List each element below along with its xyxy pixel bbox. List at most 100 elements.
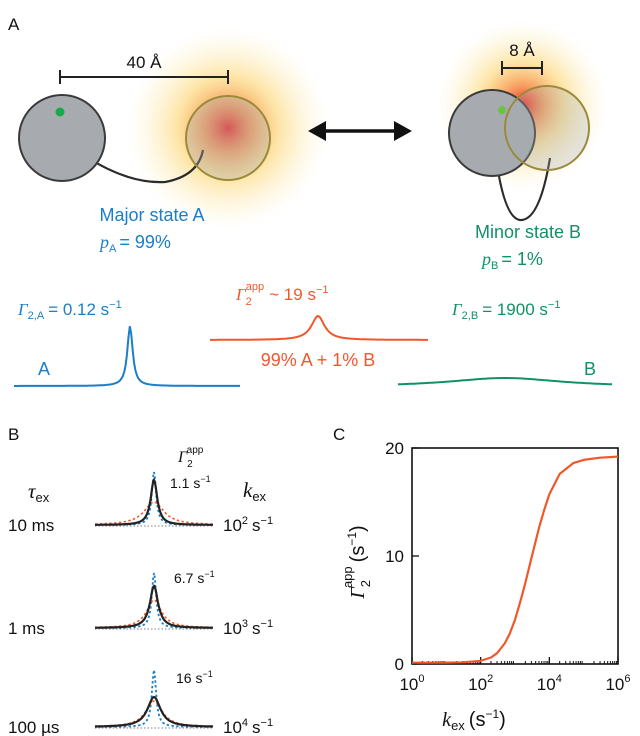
- row-kex-exponent: 3: [242, 618, 248, 630]
- row-kex-exponent: 4: [242, 717, 248, 729]
- chart-x-tick-base: 10: [605, 675, 624, 694]
- gamma-app-label: Γ2 app ~ 19 s−1: [235, 281, 329, 308]
- row-tau-label: 10 ms: [8, 516, 54, 535]
- row-spectrum-fast-limit: [94, 599, 214, 629]
- gamma-app-symbol: Γ: [235, 285, 247, 304]
- row-kex-unit-exponent: −1: [261, 717, 274, 729]
- state-b-pop-subscript: B: [491, 260, 498, 272]
- row-kex-label: 103 s−1: [223, 618, 273, 638]
- chart-y-label-subscript: 2: [358, 580, 373, 587]
- chart-x-tick-exponent: 0: [418, 673, 424, 685]
- gamma-a-symbol: Γ: [17, 300, 29, 319]
- row-gamma-exponent: −1: [200, 474, 210, 484]
- state-b-pop-symbol: p: [480, 249, 491, 269]
- row-kex-unit-exponent: −1: [261, 515, 274, 527]
- gamma-header-superscript: app: [187, 445, 204, 456]
- chart-x-label-unit: (s: [469, 709, 486, 731]
- chart-x-label-exponent: −1: [485, 707, 499, 721]
- chart-x-label-symbol: k: [442, 709, 452, 731]
- state-b-title: Minor state B: [475, 222, 581, 242]
- state-a-pop-symbol: p: [98, 232, 109, 252]
- chart-y-tick-label: 0: [395, 655, 404, 674]
- row-spectrum-observed: [95, 584, 213, 629]
- spectrum-state-a: [14, 326, 240, 387]
- gamma-b-value: = 1900 s: [482, 300, 548, 319]
- peak-b-label: B: [584, 359, 596, 379]
- row-kex-label: 104 s−1: [223, 717, 273, 736]
- gamma-b-label: Γ2,B = 1900 s−1: [451, 299, 560, 322]
- chart-x-label: kex (s−1): [442, 707, 506, 733]
- tau-subscript: ex: [36, 490, 50, 505]
- gamma-a-exponent: −1: [109, 299, 122, 311]
- row-gamma-number: 16 s: [176, 670, 202, 686]
- gamma-a-value: = 0.12 s: [48, 300, 109, 319]
- tau-symbol: τ: [28, 479, 37, 503]
- chart-y-label-unit: (s: [347, 546, 369, 563]
- state-a-pop-subscript: A: [109, 243, 117, 255]
- row-kex-base: 10: [223, 516, 242, 535]
- chart-y-label: Γ2app (s−1): [340, 525, 373, 599]
- row-kex-exponent: 2: [242, 515, 248, 527]
- tau-header: τex: [28, 479, 50, 505]
- row-gamma-value: 6.7 s−1: [174, 569, 215, 586]
- gamma-b-symbol: Γ: [451, 300, 463, 319]
- exchange-arrow-right-head: [394, 121, 412, 141]
- row-kex-unit: s: [252, 516, 261, 535]
- gamma-header-subscript: 2: [187, 459, 193, 470]
- panel-label-a: A: [8, 15, 20, 34]
- chart-y-tick-label: 10: [385, 547, 404, 566]
- gamma-b-exponent: −1: [548, 299, 561, 311]
- chart-x-tick-exponent: 2: [487, 673, 493, 685]
- row-gamma-value: 16 s−1: [176, 669, 213, 686]
- chart-x-tick-label: 106: [605, 673, 630, 694]
- row-gamma-exponent: −1: [202, 669, 212, 679]
- gamma-app-superscript: app: [246, 281, 264, 293]
- k-subscript: ex: [252, 489, 266, 504]
- chart-x-tick-base: 10: [468, 675, 487, 694]
- chart-series-line: [411, 455, 619, 664]
- spectrum-mixture: [210, 314, 428, 341]
- state-b-linker: [494, 157, 552, 222]
- state-a-donor-dot: [55, 107, 65, 117]
- chart-y-label-superscript: app: [340, 566, 355, 588]
- row-gamma-number: 1.1 s: [170, 475, 200, 491]
- gamma-app-exponent: −1: [316, 284, 329, 296]
- row-spectrum-fast-limit: [95, 700, 213, 728]
- gamma-header-symbol: Γ: [177, 449, 188, 466]
- chart-x-tick-base: 10: [399, 675, 418, 694]
- chart-x-tick-base: 10: [537, 675, 556, 694]
- chart-frame: [411, 447, 619, 665]
- row-spectrum-fast-limit: [95, 501, 213, 525]
- row-gamma-number: 6.7 s: [174, 570, 204, 586]
- exchange-row: 100 µs 104 s−116 s−1: [8, 669, 273, 736]
- gamma-a-label: Γ2,A = 0.12 s−1: [17, 299, 122, 322]
- gamma-b-subscript: 2,B: [462, 310, 479, 322]
- k-header: kex: [243, 478, 267, 504]
- row-gamma-exponent: −1: [204, 569, 214, 579]
- distance-label-a: 40 Å: [127, 53, 163, 72]
- chart-y-label-symbol: Γ: [347, 586, 369, 600]
- row-kex-base: 10: [223, 718, 242, 736]
- row-gamma-value: 1.1 s−1: [170, 474, 211, 491]
- row-kex-unit: s: [252, 619, 261, 638]
- row-kex-label: 102 s−1: [223, 515, 273, 535]
- row-kex-unit: s: [252, 718, 261, 736]
- chart-x-label-subscript: ex: [451, 718, 465, 733]
- panel-label-b: B: [8, 425, 19, 444]
- state-b-pop-value: = 1%: [501, 249, 543, 269]
- exchange-row: 1 ms 103 s−1 6.7 s−1: [8, 569, 273, 638]
- state-a-title: Major state A: [99, 205, 204, 225]
- state-a-donor-sphere: [18, 94, 106, 182]
- state-b-population: pB = 1%: [480, 249, 543, 272]
- gamma-app-subscript: 2: [246, 296, 252, 308]
- row-tau-label: 100 µs: [8, 718, 59, 736]
- row-spectrum-observed: [95, 477, 213, 526]
- state-b-donor-dot: [498, 106, 506, 114]
- row-tau-label: 1 ms: [8, 619, 45, 638]
- gamma-a-subscript: 2,A: [28, 310, 45, 322]
- mixture-label: 99% A + 1% B: [261, 350, 376, 370]
- panel-label-c: C: [333, 425, 345, 444]
